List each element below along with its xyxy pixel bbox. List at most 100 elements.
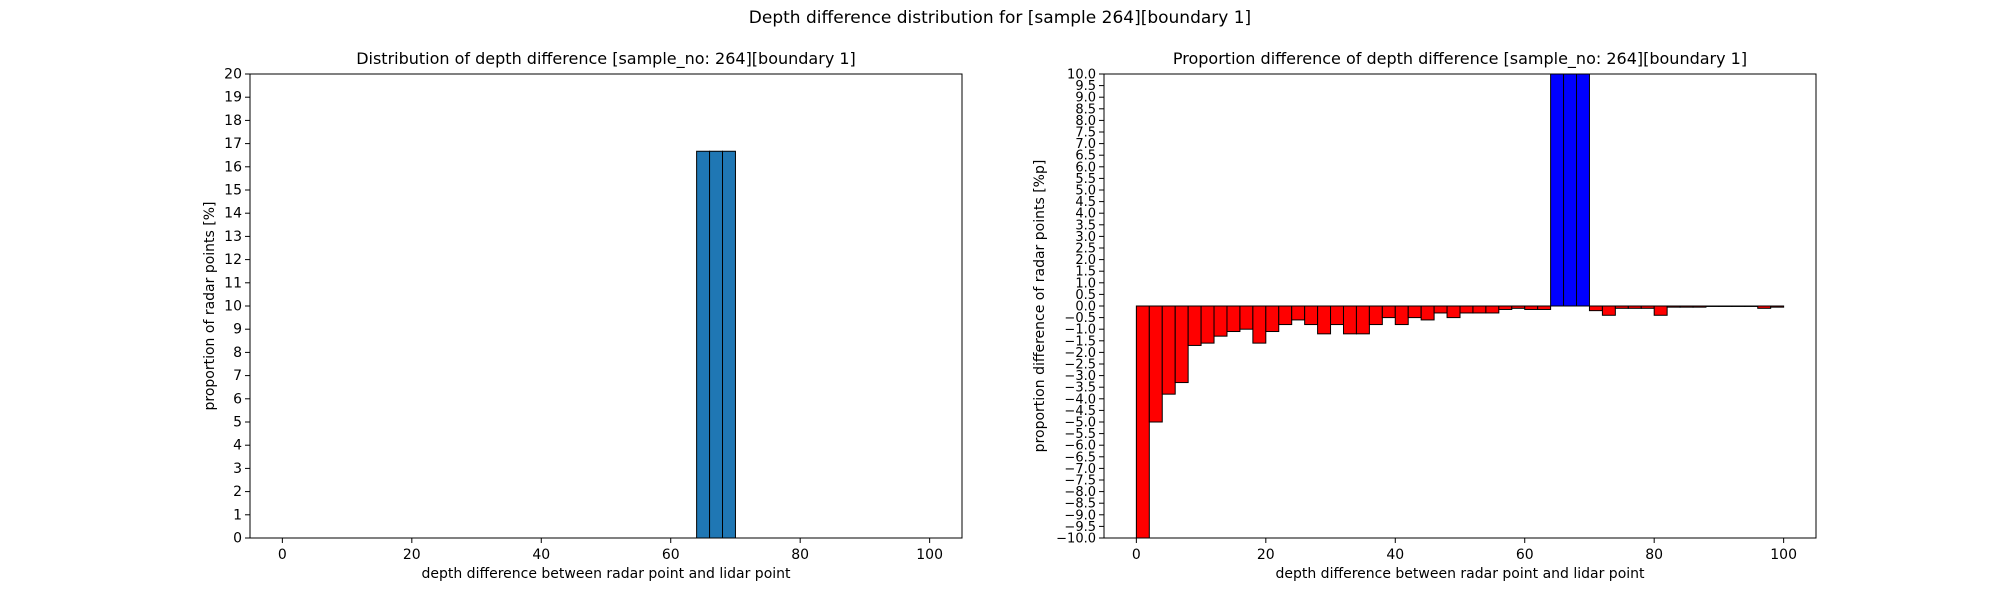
y-tick-label: −4.0: [1064, 392, 1096, 407]
y-tick-label: 16: [224, 159, 242, 175]
y-tick-label: −5.0: [1064, 416, 1096, 431]
y-tick-label: −6.5: [1064, 450, 1096, 465]
y-tick-label: 5.0: [1075, 184, 1096, 199]
negative-bar: [1342, 305, 1357, 335]
y-tick-label: 15: [224, 183, 242, 199]
left-chart: Distribution of depth difference [sample…: [202, 49, 963, 582]
negative-bar: [1381, 305, 1396, 319]
negative-bar: [1330, 305, 1344, 326]
y-tick-label: 19: [224, 90, 242, 106]
negative-bar: [1770, 305, 1785, 308]
right-y-axis-label: proportion difference of radar points [%…: [1032, 160, 1048, 453]
negative-bar: [1472, 305, 1487, 314]
left-chart-title: Distribution of depth difference [sample…: [356, 49, 856, 69]
y-tick-label: −9.5: [1064, 520, 1096, 535]
x-tick-label: 100: [1770, 547, 1797, 563]
y-tick-label: −10.0: [1056, 532, 1096, 547]
positive-bar: [1563, 73, 1578, 307]
x-tick-label: 80: [1645, 547, 1663, 563]
negative-bar: [1252, 305, 1267, 344]
negative-bar: [1537, 305, 1552, 310]
figure-title: Depth difference distribution for [sampl…: [748, 8, 1252, 28]
y-tick-label: 3.0: [1075, 230, 1096, 245]
negative-bar: [1524, 305, 1539, 310]
y-tick-label: 4: [233, 438, 242, 454]
y-tick-label: 11: [224, 275, 242, 291]
negative-bar: [1627, 305, 1642, 309]
y-tick-label: −7.0: [1064, 462, 1096, 477]
negative-bar: [1200, 305, 1215, 344]
positive-bar: [1576, 73, 1590, 307]
y-tick-label: 8.0: [1075, 114, 1096, 129]
negative-bar: [1317, 305, 1332, 335]
y-tick-label: 7.0: [1075, 137, 1096, 152]
negative-bar: [1407, 305, 1422, 319]
negative-bar: [1614, 305, 1629, 309]
y-tick-label: 17: [224, 136, 242, 152]
y-tick-label: −8.5: [1064, 497, 1096, 512]
x-tick-label: 20: [403, 547, 421, 563]
negative-bar: [1511, 305, 1526, 309]
y-tick-label: 6.5: [1075, 149, 1096, 164]
x-tick-label: 0: [278, 547, 287, 563]
y-tick-label: 14: [224, 206, 242, 222]
y-tick-label: 6.0: [1075, 160, 1096, 175]
y-tick-label: 3: [233, 461, 242, 477]
y-tick-label: −8.0: [1064, 485, 1096, 500]
negative-bar: [1161, 305, 1176, 395]
y-tick-label: 5: [233, 415, 242, 431]
bar: [696, 150, 711, 539]
bar: [709, 150, 724, 539]
x-tick-label: 100: [916, 547, 943, 563]
x-tick-label: 60: [662, 547, 680, 563]
positive-bar: [1550, 73, 1565, 307]
y-tick-label: −5.5: [1064, 427, 1096, 442]
y-tick-label: −2.0: [1064, 346, 1096, 361]
negative-bar: [1433, 305, 1448, 314]
negative-bar: [1666, 305, 1681, 308]
y-tick-label: −0.5: [1064, 311, 1096, 326]
right-y-axis: −10.0−9.5−9.0−8.5−8.0−7.5−7.0−6.5−6.0−5.…: [1056, 68, 1104, 547]
y-tick-label: 4.5: [1075, 195, 1096, 210]
y-tick-label: 6: [233, 391, 242, 407]
y-tick-label: 20: [224, 67, 242, 83]
y-tick-label: −4.5: [1064, 404, 1096, 419]
right-x-axis-label: depth difference between radar point and…: [1275, 566, 1645, 582]
y-tick-label: 2: [233, 484, 242, 500]
left-plot-frame: [249, 73, 963, 539]
negative-bar: [1679, 305, 1694, 308]
y-tick-label: 3.5: [1075, 218, 1096, 233]
left-y-axis-label: proportion of radar points [%]: [202, 201, 218, 410]
y-tick-label: 9.5: [1075, 79, 1096, 94]
negative-bar: [1213, 305, 1228, 337]
y-tick-label: 0.0: [1075, 300, 1096, 315]
y-tick-label: 0.5: [1075, 288, 1096, 303]
y-tick-label: 13: [224, 229, 242, 245]
negative-bar: [1420, 305, 1435, 321]
y-tick-label: −6.0: [1064, 439, 1096, 454]
y-tick-label: 5.5: [1075, 172, 1096, 187]
right-bars: [1135, 73, 1785, 539]
y-tick-label: 9: [233, 322, 242, 338]
negative-bar: [1226, 305, 1241, 333]
left-x-axis: 0 20 40 60 80 100: [278, 538, 943, 563]
right-chart: Proportion difference of depth differenc…: [1032, 49, 1817, 582]
y-tick-label: 1.5: [1075, 265, 1096, 280]
y-tick-label: −1.5: [1064, 334, 1096, 349]
negative-bar: [1394, 305, 1409, 326]
negative-bar: [1498, 305, 1513, 310]
right-plot-frame: [1103, 73, 1817, 539]
negative-bar: [1459, 305, 1474, 314]
negative-bar: [1135, 305, 1150, 539]
y-tick-label: −9.0: [1064, 508, 1096, 523]
y-tick-label: 8: [233, 345, 242, 361]
y-tick-label: 9.0: [1075, 91, 1096, 106]
negative-bar: [1291, 305, 1306, 321]
negative-bar: [1692, 305, 1707, 308]
y-tick-label: 7.5: [1075, 126, 1096, 141]
y-tick-label: 2.0: [1075, 253, 1096, 268]
negative-bar: [1278, 305, 1293, 326]
y-tick-label: 1.0: [1075, 276, 1096, 291]
